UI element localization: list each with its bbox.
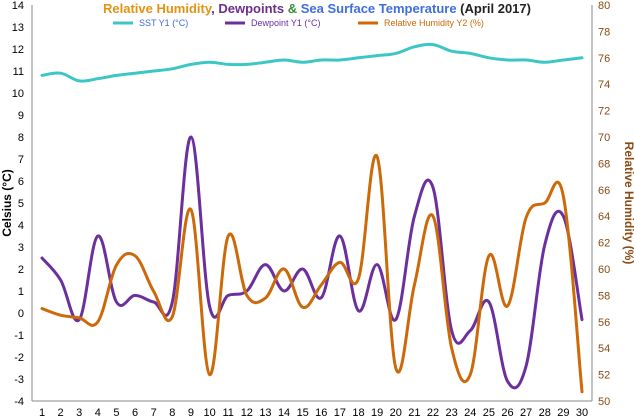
y-tick-label: -2: [14, 352, 24, 364]
y2-tick-label: 52: [598, 370, 610, 382]
y-tick-label: 10: [12, 88, 24, 100]
series-line-2: [40, 135, 584, 390]
x-tick-label: 1: [39, 407, 45, 419]
y-axis-title: Celsius (°C): [0, 169, 14, 236]
y2-tick-label: 54: [598, 343, 610, 355]
title-part: Dewpoints: [218, 1, 284, 16]
x-tick-label: 19: [371, 407, 383, 419]
axes: [31, 5, 593, 402]
title-part: Relative Humidity: [103, 1, 213, 16]
y-tick-label: 9: [18, 110, 24, 122]
y-tick-label: 4: [18, 220, 24, 232]
title-part: ,: [211, 1, 218, 16]
y2-tick-label: 60: [598, 264, 610, 276]
y2-axis-ticks: 50 52 54 56 58 60 62 64 66 68 70 72 74 76 78 80: [598, 0, 610, 408]
y-tick-label: 13: [12, 22, 24, 34]
x-tick-label: 3: [76, 407, 82, 419]
x-tick-label: 13: [259, 407, 271, 419]
y-tick-label: 2: [18, 264, 24, 276]
x-tick-label: 23: [446, 407, 458, 419]
y2-tick-label: 64: [598, 211, 610, 223]
y-tick-label: 14: [12, 0, 24, 12]
x-tick-label: 21: [408, 407, 420, 419]
legend-label: Dewpoint Y1 (°C): [251, 18, 320, 28]
x-tick-label: 30: [576, 407, 588, 419]
x-tick-label: 24: [464, 407, 476, 419]
series-line-3: [40, 153, 584, 394]
chart-title: Relative Humidity, Dewpoints & Sea Surfa…: [103, 1, 531, 16]
y2-tick-label: 76: [598, 53, 610, 65]
y-tick-label: -1: [14, 330, 24, 342]
y-tick-label: 5: [18, 198, 24, 210]
y-tick-label: 3: [18, 242, 24, 254]
x-tick-label: 9: [188, 407, 194, 419]
y2-tick-label: 56: [598, 317, 610, 329]
y-tick-label: 0: [18, 308, 24, 320]
y2-tick-label: 58: [598, 290, 610, 302]
title-part: &: [284, 1, 301, 16]
x-tick-label: 22: [427, 407, 439, 419]
y-tick-label: 6: [18, 176, 24, 188]
x-tick-label: 4: [95, 407, 101, 419]
x-tick-label: 17: [334, 407, 346, 419]
y2-axis-title: Relative Humidity (%): [622, 142, 634, 265]
x-tick-label: 28: [539, 407, 551, 419]
x-tick-label: 26: [501, 407, 513, 419]
title-part: Sea Surface Temperature: [301, 1, 457, 16]
y2-tick-label: 80: [598, 0, 610, 12]
y2-tick-label: 68: [598, 158, 610, 170]
y2-tick-label: 72: [598, 106, 610, 118]
y2-tick-label: 66: [598, 185, 610, 197]
y2-tick-label: 78: [598, 26, 610, 38]
y-tick-label: 11: [13, 66, 24, 78]
y2-tick-label: 74: [598, 79, 610, 91]
x-tick-label: 18: [352, 407, 364, 419]
x-tick-label: 7: [151, 407, 157, 419]
x-tick-label: 2: [58, 407, 64, 419]
y2-tick-label: 50: [598, 396, 610, 408]
x-tick-label: 27: [520, 407, 532, 419]
x-tick-label: 10: [203, 407, 215, 419]
x-tick-label: 11: [222, 407, 233, 419]
x-tick-label: 25: [483, 407, 495, 419]
y-tick-label: 12: [12, 44, 24, 56]
x-tick-label: 8: [169, 407, 175, 419]
legend: SST Y1 (°C) Dewpoint Y1 (°C) Relative Humi…: [113, 18, 484, 28]
y-tick-label: 1: [18, 286, 24, 298]
x-tick-label: 14: [278, 407, 290, 419]
x-tick-label: 16: [315, 407, 327, 419]
x-tick-label: 12: [241, 407, 253, 419]
x-tick-label: 20: [390, 407, 402, 419]
y-tick-label: 7: [18, 154, 24, 166]
plot-area: [40, 42, 584, 394]
series-line-1: [40, 42, 584, 83]
y2-tick-label: 70: [598, 132, 610, 144]
y2-tick-label: 62: [598, 238, 610, 250]
x-tick-label: 29: [557, 407, 569, 419]
legend-label: SST Y1 (°C): [139, 18, 188, 28]
x-axis-ticks: 1 2 3 4 5 6 7 8 9 10 11 12 13 14 15 16 17 18 19 20 21 22 23 24 2…: [39, 407, 588, 419]
x-tick-label: 5: [113, 407, 119, 419]
title-part: (April 2017): [457, 1, 531, 16]
legend-label: Relative Humidity Y2 (%): [384, 18, 484, 28]
x-tick-label: 6: [132, 407, 138, 419]
x-tick-label: 15: [297, 407, 309, 419]
y-tick-label: 8: [18, 132, 24, 144]
y-tick-label: -4: [14, 396, 24, 408]
y-tick-label: -3: [14, 374, 24, 386]
